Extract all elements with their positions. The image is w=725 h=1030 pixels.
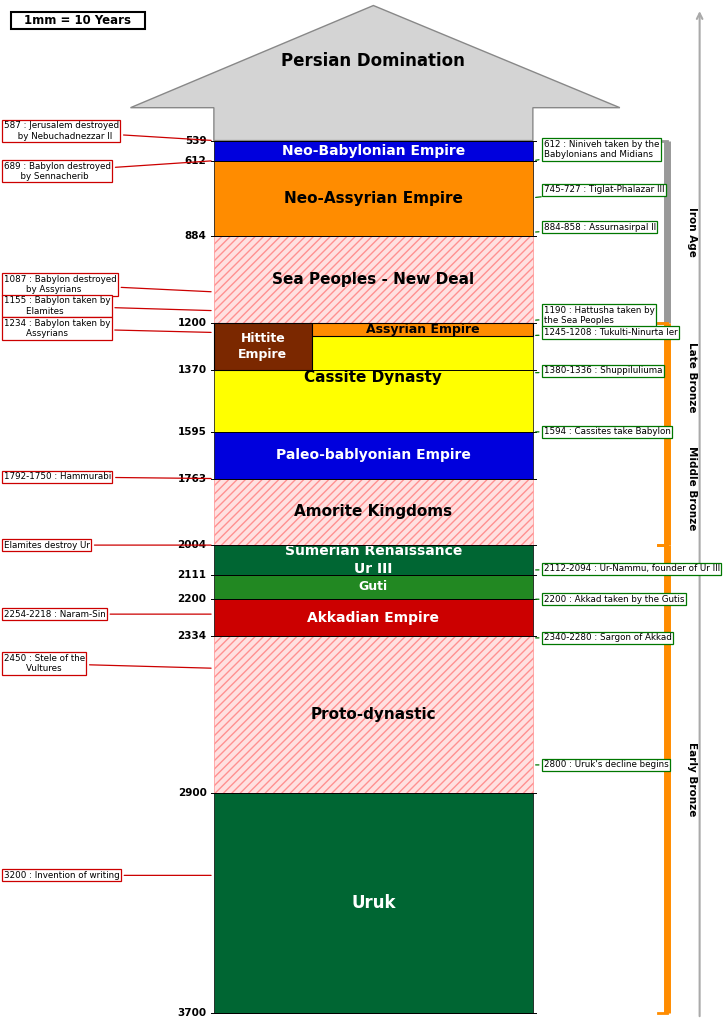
Text: Guti: Guti [359,581,388,593]
Bar [214,479,533,545]
Text: 1380-1336 : Shuppiluliuma: 1380-1336 : Shuppiluliuma [536,366,662,375]
Text: Akkadian Empire: Akkadian Empire [307,611,439,625]
Text: Assyrian Empire: Assyrian Empire [365,322,479,336]
Text: 884: 884 [185,231,207,241]
Text: 1370: 1370 [178,365,207,375]
Text: 3200 : Invention of writing: 3200 : Invention of writing [4,870,211,880]
Text: Iron Age: Iron Age [687,207,697,256]
Text: 1155 : Babylon taken by
        Elamites: 1155 : Babylon taken by Elamites [4,297,211,315]
Text: 1792-1750 : Hammurabi: 1792-1750 : Hammurabi [4,473,211,481]
Text: Sea Peoples - New Deal: Sea Peoples - New Deal [273,272,474,287]
Bar [214,140,533,161]
FancyBboxPatch shape [11,12,145,29]
Text: 2900: 2900 [178,788,207,797]
Text: Paleo-bablyonian Empire: Paleo-bablyonian Empire [276,448,471,462]
Text: 1245-1208 : Tukulti-Ninurta Ier: 1245-1208 : Tukulti-Ninurta Ier [536,328,677,337]
Text: Neo-Babylonian Empire: Neo-Babylonian Empire [282,143,465,158]
Text: Sumerian Renaissance
Ur III: Sumerian Renaissance Ur III [285,544,462,576]
Text: 2340-2280 : Sargon of Akkad: 2340-2280 : Sargon of Akkad [536,633,671,643]
Bar [214,792,533,1014]
Text: Neo-Assyrian Empire: Neo-Assyrian Empire [284,191,463,206]
Text: 2111: 2111 [178,570,207,580]
Polygon shape [130,5,620,140]
Text: Late Bronze: Late Bronze [687,342,697,413]
Text: Early Bronze: Early Bronze [687,742,697,817]
Text: Hittite
Empire: Hittite Empire [239,332,287,362]
Text: 1763: 1763 [178,474,207,483]
Text: Cassite Dynasty: Cassite Dynasty [304,370,442,385]
Text: Middle Bronze: Middle Bronze [687,446,697,530]
Text: 2800 : Uruk's decline begins: 2800 : Uruk's decline begins [536,760,668,769]
Text: 587 : Jerusalem destroyed
     by Nebuchadnezzar II: 587 : Jerusalem destroyed by Nebuchadnez… [4,122,211,141]
Text: 612 : Niniveh taken by the
Babylonians and Midians: 612 : Niniveh taken by the Babylonians a… [536,140,659,161]
Text: Elamites destroy Ur: Elamites destroy Ur [4,541,211,550]
Text: 2450 : Stele of the
        Vultures: 2450 : Stele of the Vultures [4,654,211,674]
Text: 2004: 2004 [178,540,207,550]
Bar [214,236,533,323]
Text: 2200: 2200 [178,594,207,605]
Text: 884-858 : Assurnasirpal II: 884-858 : Assurnasirpal II [536,222,656,232]
Text: 689 : Babylon destroyed
      by Sennacherib: 689 : Babylon destroyed by Sennacherib [4,161,211,181]
Text: 1200: 1200 [178,318,207,329]
Bar [214,599,533,637]
Text: 1mm = 10 Years: 1mm = 10 Years [25,14,131,27]
Text: 612: 612 [185,156,207,166]
Bar [214,545,533,575]
Text: 1087 : Babylon destroyed
        by Assyrians: 1087 : Babylon destroyed by Assyrians [4,275,211,295]
Bar [214,433,533,479]
Text: 745-727 : Tiglat-Phalazar III: 745-727 : Tiglat-Phalazar III [536,185,664,198]
Text: 2334: 2334 [178,631,207,642]
Text: 2200 : Akkad taken by the Gutis: 2200 : Akkad taken by the Gutis [536,594,684,604]
Bar [214,637,533,792]
Bar [214,323,312,370]
Text: 1595: 1595 [178,427,207,437]
Text: Amorite Kingdoms: Amorite Kingdoms [294,505,452,519]
Bar [214,575,533,599]
Text: 2254-2218 : Naram-Sin: 2254-2218 : Naram-Sin [4,610,211,619]
Text: 539: 539 [185,136,207,145]
Text: 1190 : Hattusha taken by
the Sea Peoples: 1190 : Hattusha taken by the Sea Peoples [536,306,655,325]
Text: Persian Domination: Persian Domination [281,52,465,70]
Text: 3700: 3700 [178,1008,207,1019]
Text: 2112-2094 : Ur-Nammu, founder of Ur III: 2112-2094 : Ur-Nammu, founder of Ur III [536,564,720,574]
Text: Proto-dynastic: Proto-dynastic [310,707,436,722]
Text: 1234 : Babylon taken by
        Assyrians: 1234 : Babylon taken by Assyrians [4,319,211,338]
Bar [312,323,533,336]
Bar [214,161,533,236]
Text: Uruk: Uruk [351,894,396,912]
Bar [214,323,533,433]
Text: 1594 : Cassites take Babylon: 1594 : Cassites take Babylon [536,427,671,437]
